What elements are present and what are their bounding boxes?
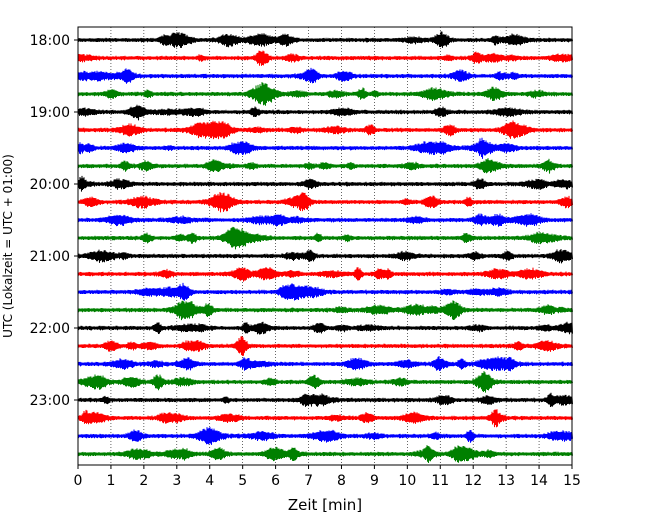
x-tick-label: 10 — [398, 473, 416, 489]
x-tick-label: 12 — [464, 473, 482, 489]
x-tick-label: 0 — [74, 473, 83, 489]
y-tick-label: 18:00 — [30, 33, 70, 49]
x-tick-label: 4 — [205, 473, 214, 489]
x-tick-label: 6 — [271, 473, 280, 489]
y-axis-label: UTC (Lokalzeit = UTC + 01:00) — [1, 154, 15, 338]
x-tick-label: 11 — [431, 473, 449, 489]
x-tick-label: 7 — [304, 473, 313, 489]
y-tick-label: 20:00 — [30, 177, 70, 193]
x-tick-label: 15 — [563, 473, 581, 489]
plot-frame — [77, 26, 573, 466]
x-tick-label: 9 — [370, 473, 379, 489]
x-tick-label: 14 — [530, 473, 548, 489]
seismic-traces — [77, 31, 573, 463]
x-tick-label: 5 — [238, 473, 247, 489]
y-tick-label: 23:00 — [30, 393, 70, 409]
y-tick-label: 19:00 — [30, 105, 70, 121]
y-tick-label: 22:00 — [30, 321, 70, 337]
y-tick-label: 21:00 — [30, 249, 70, 265]
x-axis-label: Zeit [min] — [288, 496, 362, 514]
x-axis: 0 1 2 3 4 5 6 7 8 9 10 11 12 13 14 15 — [74, 465, 581, 489]
x-tick-label: 8 — [337, 473, 346, 489]
x-tick-label: 1 — [106, 473, 115, 489]
y-axis: 18:00 19:00 20:00 21:00 22:00 23:00 — [30, 33, 78, 409]
x-tick-label: 3 — [172, 473, 181, 489]
x-tick-label: 2 — [139, 473, 148, 489]
x-tick-label: 13 — [497, 473, 515, 489]
grid-lines — [110, 27, 540, 465]
